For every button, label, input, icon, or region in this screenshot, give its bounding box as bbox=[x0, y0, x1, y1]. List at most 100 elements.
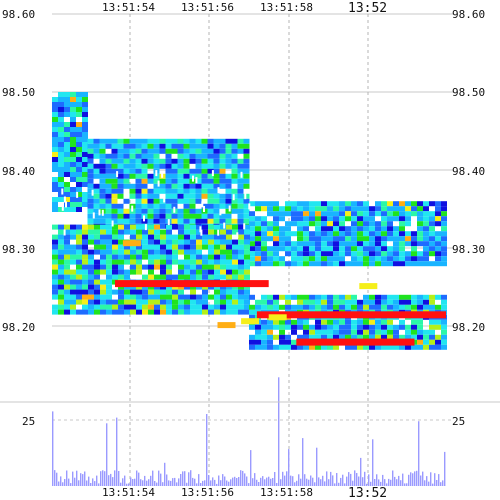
heatmap-cell bbox=[321, 246, 327, 252]
heatmap-cell bbox=[82, 234, 88, 240]
heatmap-cell bbox=[220, 309, 226, 315]
heatmap-cell bbox=[435, 304, 441, 310]
heatmap-cell bbox=[106, 249, 112, 255]
heatmap-cell bbox=[297, 294, 303, 300]
volume-bar bbox=[216, 483, 218, 486]
heatmap-cell bbox=[405, 324, 411, 330]
heatmap-cell bbox=[123, 178, 130, 184]
heatmap-cell bbox=[106, 304, 112, 310]
heatmap-cell bbox=[411, 329, 417, 335]
heatmap-cell bbox=[232, 264, 238, 270]
heatmap-cell bbox=[339, 334, 345, 340]
heatmap-cell bbox=[339, 304, 345, 310]
heatmap-cell bbox=[214, 244, 220, 250]
heatmap-cell bbox=[267, 294, 273, 300]
heatmap-cell bbox=[58, 254, 64, 260]
heatmap-cell bbox=[441, 299, 447, 305]
heatmap-cell bbox=[171, 203, 178, 209]
heatmap-cell bbox=[76, 264, 82, 270]
heatmap-cell bbox=[315, 324, 321, 330]
heatmap-cell bbox=[238, 259, 244, 265]
heatmap-gap bbox=[236, 232, 239, 239]
heatmap-cell bbox=[136, 234, 142, 240]
heatmap-cell bbox=[135, 183, 142, 189]
heatmap-cell bbox=[82, 239, 88, 245]
heatmap-cell bbox=[393, 329, 399, 335]
heatmap-cell bbox=[321, 206, 327, 212]
volume-bar bbox=[244, 473, 246, 486]
heatmap-cell bbox=[147, 138, 154, 144]
heatmap-cell bbox=[184, 304, 190, 310]
heatmap-cell bbox=[82, 244, 88, 250]
heatmap-cell bbox=[309, 201, 315, 207]
heatmap-cell bbox=[244, 304, 250, 310]
heatmap-cell bbox=[267, 246, 273, 252]
heatmap-cell bbox=[279, 319, 285, 325]
heatmap-cell bbox=[238, 229, 244, 235]
heatmap-cell bbox=[58, 249, 64, 255]
heatmap-cell bbox=[52, 97, 58, 102]
heatmap-cell bbox=[220, 229, 226, 235]
heatmap-cell bbox=[214, 269, 220, 275]
heatmap-cell bbox=[52, 249, 58, 255]
heatmap-cell bbox=[52, 127, 58, 132]
heatmap-cell bbox=[178, 239, 184, 245]
heatmap-cell bbox=[154, 294, 160, 300]
heatmap-cell bbox=[267, 231, 273, 237]
heatmap-cell bbox=[142, 304, 148, 310]
heatmap-cell bbox=[381, 241, 387, 247]
y-tick-label-right: 98.20 bbox=[452, 321, 485, 334]
heatmap-cell bbox=[195, 183, 202, 189]
heatmap-cell bbox=[99, 138, 106, 144]
heatmap-cell bbox=[153, 148, 160, 154]
heatmap-cell bbox=[112, 309, 118, 315]
heatmap-cell bbox=[112, 249, 118, 255]
heatmap-cell bbox=[321, 261, 327, 267]
heatmap-cell bbox=[411, 344, 417, 350]
heatmap-cell bbox=[118, 229, 124, 235]
volume-bar bbox=[250, 450, 252, 486]
heatmap-cell bbox=[244, 249, 250, 255]
heatmap-cell bbox=[339, 261, 345, 267]
heatmap-cell bbox=[118, 249, 124, 255]
heatmap-cell bbox=[87, 203, 94, 209]
heatmap-cell bbox=[165, 148, 172, 154]
heatmap-gap bbox=[76, 191, 79, 198]
heatmap-cell bbox=[387, 299, 393, 305]
heatmap-cell bbox=[136, 224, 142, 230]
heatmap-cell bbox=[226, 249, 232, 255]
heatmap-cell bbox=[219, 218, 226, 224]
heatmap-cell bbox=[159, 188, 166, 194]
heatmap-cell bbox=[166, 309, 172, 315]
heatmap-cell bbox=[64, 182, 70, 187]
heatmap-cell bbox=[159, 213, 166, 219]
heatmap-cell bbox=[106, 269, 112, 275]
heatmap-cell bbox=[106, 289, 112, 295]
heatmap-cell bbox=[136, 244, 142, 250]
volume-bar bbox=[90, 483, 92, 486]
heatmap-cell bbox=[88, 234, 94, 240]
heatmap-cell bbox=[303, 246, 309, 252]
heatmap-cell bbox=[52, 309, 58, 315]
heatmap-cell bbox=[94, 294, 100, 300]
heatmap-cell bbox=[177, 143, 184, 149]
heatmap-cell bbox=[279, 324, 285, 330]
heatmap-cell bbox=[177, 173, 184, 179]
heatmap-cell bbox=[267, 261, 273, 267]
heatmap-cell bbox=[363, 324, 369, 330]
heatmap-cell bbox=[357, 324, 363, 330]
heatmap-cell bbox=[166, 304, 172, 310]
heatmap-cell bbox=[315, 221, 321, 227]
heatmap-cell bbox=[76, 289, 82, 295]
heatmap-cell bbox=[369, 236, 375, 242]
heatmap-cell bbox=[129, 168, 136, 174]
heatmap-cell bbox=[321, 231, 327, 237]
heatmap-cell bbox=[255, 201, 261, 207]
heatmap-cell bbox=[441, 261, 447, 267]
volume-bar bbox=[310, 475, 312, 486]
heatmap-cell bbox=[351, 206, 357, 212]
heatmap-cell bbox=[333, 256, 339, 262]
heatmap-cell bbox=[333, 206, 339, 212]
heatmap-cell bbox=[231, 208, 238, 214]
heatmap-cell bbox=[393, 201, 399, 207]
